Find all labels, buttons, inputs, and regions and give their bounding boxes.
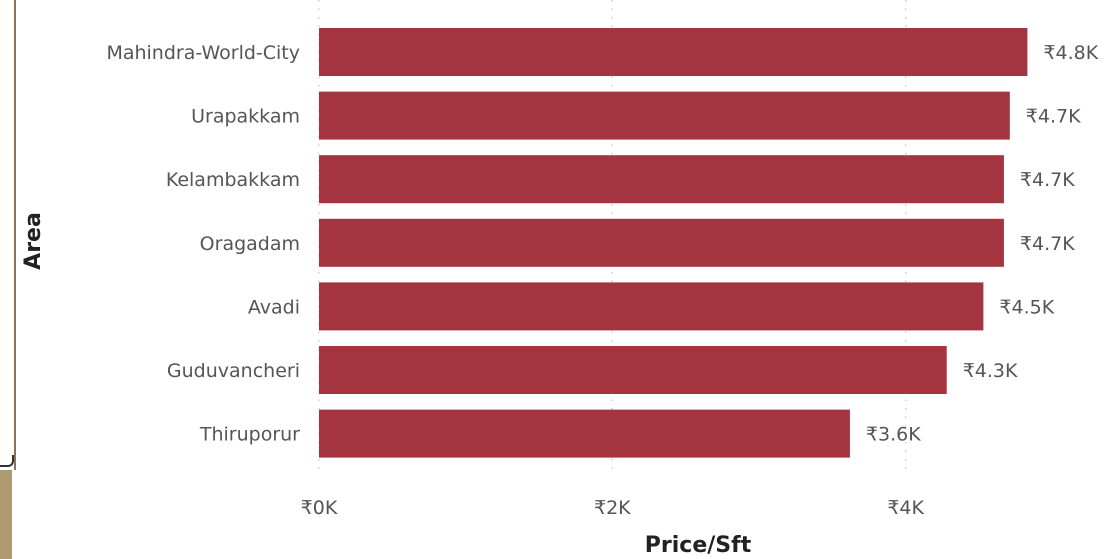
data-label: ₹3.6K — [866, 424, 921, 446]
visual-frame-border — [0, 0, 16, 470]
data-label: ₹4.7K — [1020, 233, 1075, 255]
visual-frame-edge — [0, 470, 12, 559]
y-axis-title: Area — [21, 212, 46, 270]
category-label: Oragadam — [200, 233, 300, 255]
category-label: Kelambakkam — [166, 169, 300, 191]
bar[interactable] — [319, 155, 1004, 204]
bar[interactable] — [319, 218, 1004, 267]
category-label: Avadi — [248, 296, 300, 318]
bar[interactable] — [319, 409, 850, 458]
data-label: ₹4.5K — [999, 296, 1054, 318]
bars — [319, 28, 1028, 458]
x-tick-label: ₹0K — [301, 497, 338, 519]
category-label: Urapakkam — [191, 106, 300, 128]
x-tick-label: ₹4K — [887, 497, 924, 519]
bar[interactable] — [319, 346, 947, 394]
x-axis-title: Price/Sft — [645, 533, 752, 558]
data-label: ₹4.3K — [963, 360, 1018, 382]
bar[interactable] — [319, 282, 984, 331]
category-label: Mahindra-World-City — [106, 42, 300, 64]
labels: ₹0K ₹2K ₹4K Mahindra-World-City ₹4.8K Urapakk… — [106, 42, 1098, 519]
data-label: ₹4.7K — [1020, 169, 1075, 191]
category-label: Guduvancheri — [167, 360, 300, 382]
category-label: Thiruporur — [199, 424, 300, 446]
data-label: ₹4.7K — [1026, 106, 1081, 128]
x-tick-label: ₹2K — [594, 497, 631, 519]
bar[interactable] — [319, 28, 1028, 76]
data-label: ₹4.8K — [1043, 42, 1098, 64]
visual-frame-corner — [0, 455, 14, 467]
bar[interactable] — [319, 91, 1010, 140]
